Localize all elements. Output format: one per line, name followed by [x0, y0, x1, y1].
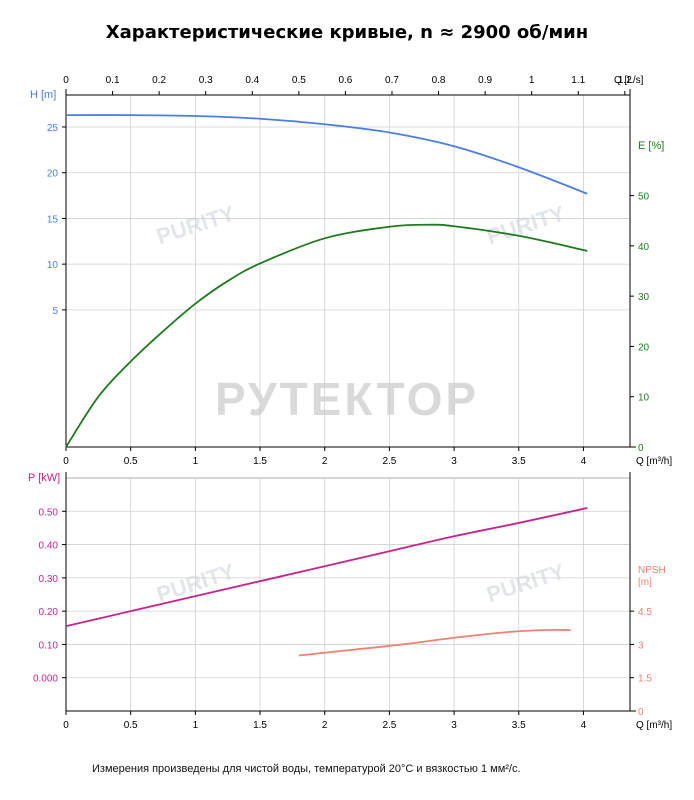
x-top-tick-label: 0.4 — [245, 75, 259, 86]
x-tick-label: 1.5 — [253, 456, 267, 467]
y-right-tick-label: 1.5 — [638, 674, 652, 685]
y-right-tick-label: 0 — [638, 443, 644, 454]
y-right-axis-label-unit: [m] — [638, 577, 652, 588]
x-tick-label: 4 — [581, 720, 587, 731]
x-top-tick-label: 0 — [63, 75, 69, 86]
x-tick-label: 2.5 — [382, 720, 396, 731]
brand-watermark: РУТЕКТОР — [215, 373, 479, 425]
y-left-tick-label: 25 — [47, 123, 59, 134]
x-tick-label: 3.5 — [512, 456, 526, 467]
y-right-axis-label: E [%] — [638, 140, 664, 152]
x-tick-label: 2 — [322, 456, 328, 467]
chart-title: Характеристические кривые, n ≈ 2900 об/м… — [105, 22, 589, 43]
x-tick-label: 0.5 — [124, 456, 138, 467]
y-left-tick-label: 0.30 — [39, 574, 59, 585]
y-left-tick-label: 10 — [47, 260, 59, 271]
y-right-tick-label: 0 — [638, 707, 644, 718]
y-left-tick-label: 0.50 — [39, 507, 59, 518]
y-left-tick-label: 0.000 — [33, 674, 58, 685]
x-top-tick-label: 0.7 — [385, 75, 399, 86]
x-tick-label: 1.5 — [253, 720, 267, 731]
x-top-tick-label: 0.3 — [199, 75, 213, 86]
y-right-tick-label: 3 — [638, 640, 644, 651]
x-tick-label: 0.5 — [124, 720, 138, 731]
x-top-tick-label: 0.5 — [292, 75, 306, 86]
x-tick-label: 1 — [193, 456, 199, 467]
x-top-tick-label: 1.2 — [618, 75, 632, 86]
x-tick-label: 3 — [451, 456, 457, 467]
watermark-layer: PURITY PURITY PURITY PURITY РУТЕКТОР — [153, 200, 568, 607]
y-right-tick-label: 50 — [638, 192, 650, 203]
chart-labels: 0 0.5 1 1.5 2 2.5 3 3.5 4 Q [m³/h] 0 0.1 0.2 0.3 0.4 0.… — [28, 75, 672, 731]
purity-logo-watermark: PURITY — [483, 558, 568, 607]
chart-axes — [62, 89, 636, 715]
purity-logo-watermark: PURITY — [153, 558, 238, 607]
y-left-tick-label: 15 — [47, 214, 59, 225]
x-top-axis-label: Q [L/s] — [614, 75, 644, 86]
x-tick-label: 2.5 — [382, 456, 396, 467]
chart-series — [65, 114, 588, 657]
power-curve — [65, 507, 588, 627]
y-left-axis-label: P [kW] — [28, 472, 60, 484]
npsh-curve — [298, 628, 571, 657]
y-right-tick-label: 30 — [638, 292, 650, 303]
x-top-tick-label: 0.1 — [106, 75, 120, 86]
y-right-axis-label: NPSH — [638, 565, 666, 576]
x-top-tick-label: 0.8 — [432, 75, 446, 86]
y-left-tick-label: 0.20 — [39, 607, 59, 618]
purity-logo-watermark: PURITY — [483, 200, 568, 249]
x-tick-label: 4 — [581, 456, 587, 467]
y-left-tick-label: 5 — [52, 306, 58, 317]
efficiency-curve — [65, 223, 588, 448]
head-curve — [65, 114, 588, 195]
x-tick-label: 3 — [451, 720, 457, 731]
x-tick-label: 2 — [322, 720, 328, 731]
y-left-axis-label: H [m] — [30, 89, 56, 101]
y-left-tick-label: 0.40 — [39, 541, 59, 552]
x-axis-label: Q [m³/h] — [636, 720, 672, 731]
x-tick-label: 0 — [63, 720, 69, 731]
x-tick-label: 3.5 — [512, 720, 526, 731]
x-top-tick-label: 0.6 — [338, 75, 352, 86]
x-axis-label: Q [m³/h] — [636, 456, 672, 467]
y-right-tick-label: 40 — [638, 242, 650, 253]
x-top-tick-label: 1 — [529, 75, 535, 86]
y-left-tick-label: 0.10 — [39, 640, 59, 651]
y-right-tick-label: 20 — [638, 342, 650, 353]
x-tick-label: 1 — [193, 720, 199, 731]
y-right-tick-label: 10 — [638, 393, 650, 404]
footnote: Измерения произведены для чистой воды, т… — [92, 763, 521, 775]
bottom-chart-grid — [65, 477, 631, 712]
x-tick-label: 0 — [63, 456, 69, 467]
x-top-tick-label: 1.1 — [571, 75, 585, 86]
y-right-tick-label: 4.5 — [638, 607, 652, 618]
plot-frame — [65, 477, 631, 712]
x-top-tick-label: 0.2 — [152, 75, 166, 86]
purity-logo-watermark: PURITY — [153, 200, 238, 249]
x-top-tick-label: 0.9 — [478, 75, 492, 86]
y-left-tick-label: 20 — [47, 169, 59, 180]
